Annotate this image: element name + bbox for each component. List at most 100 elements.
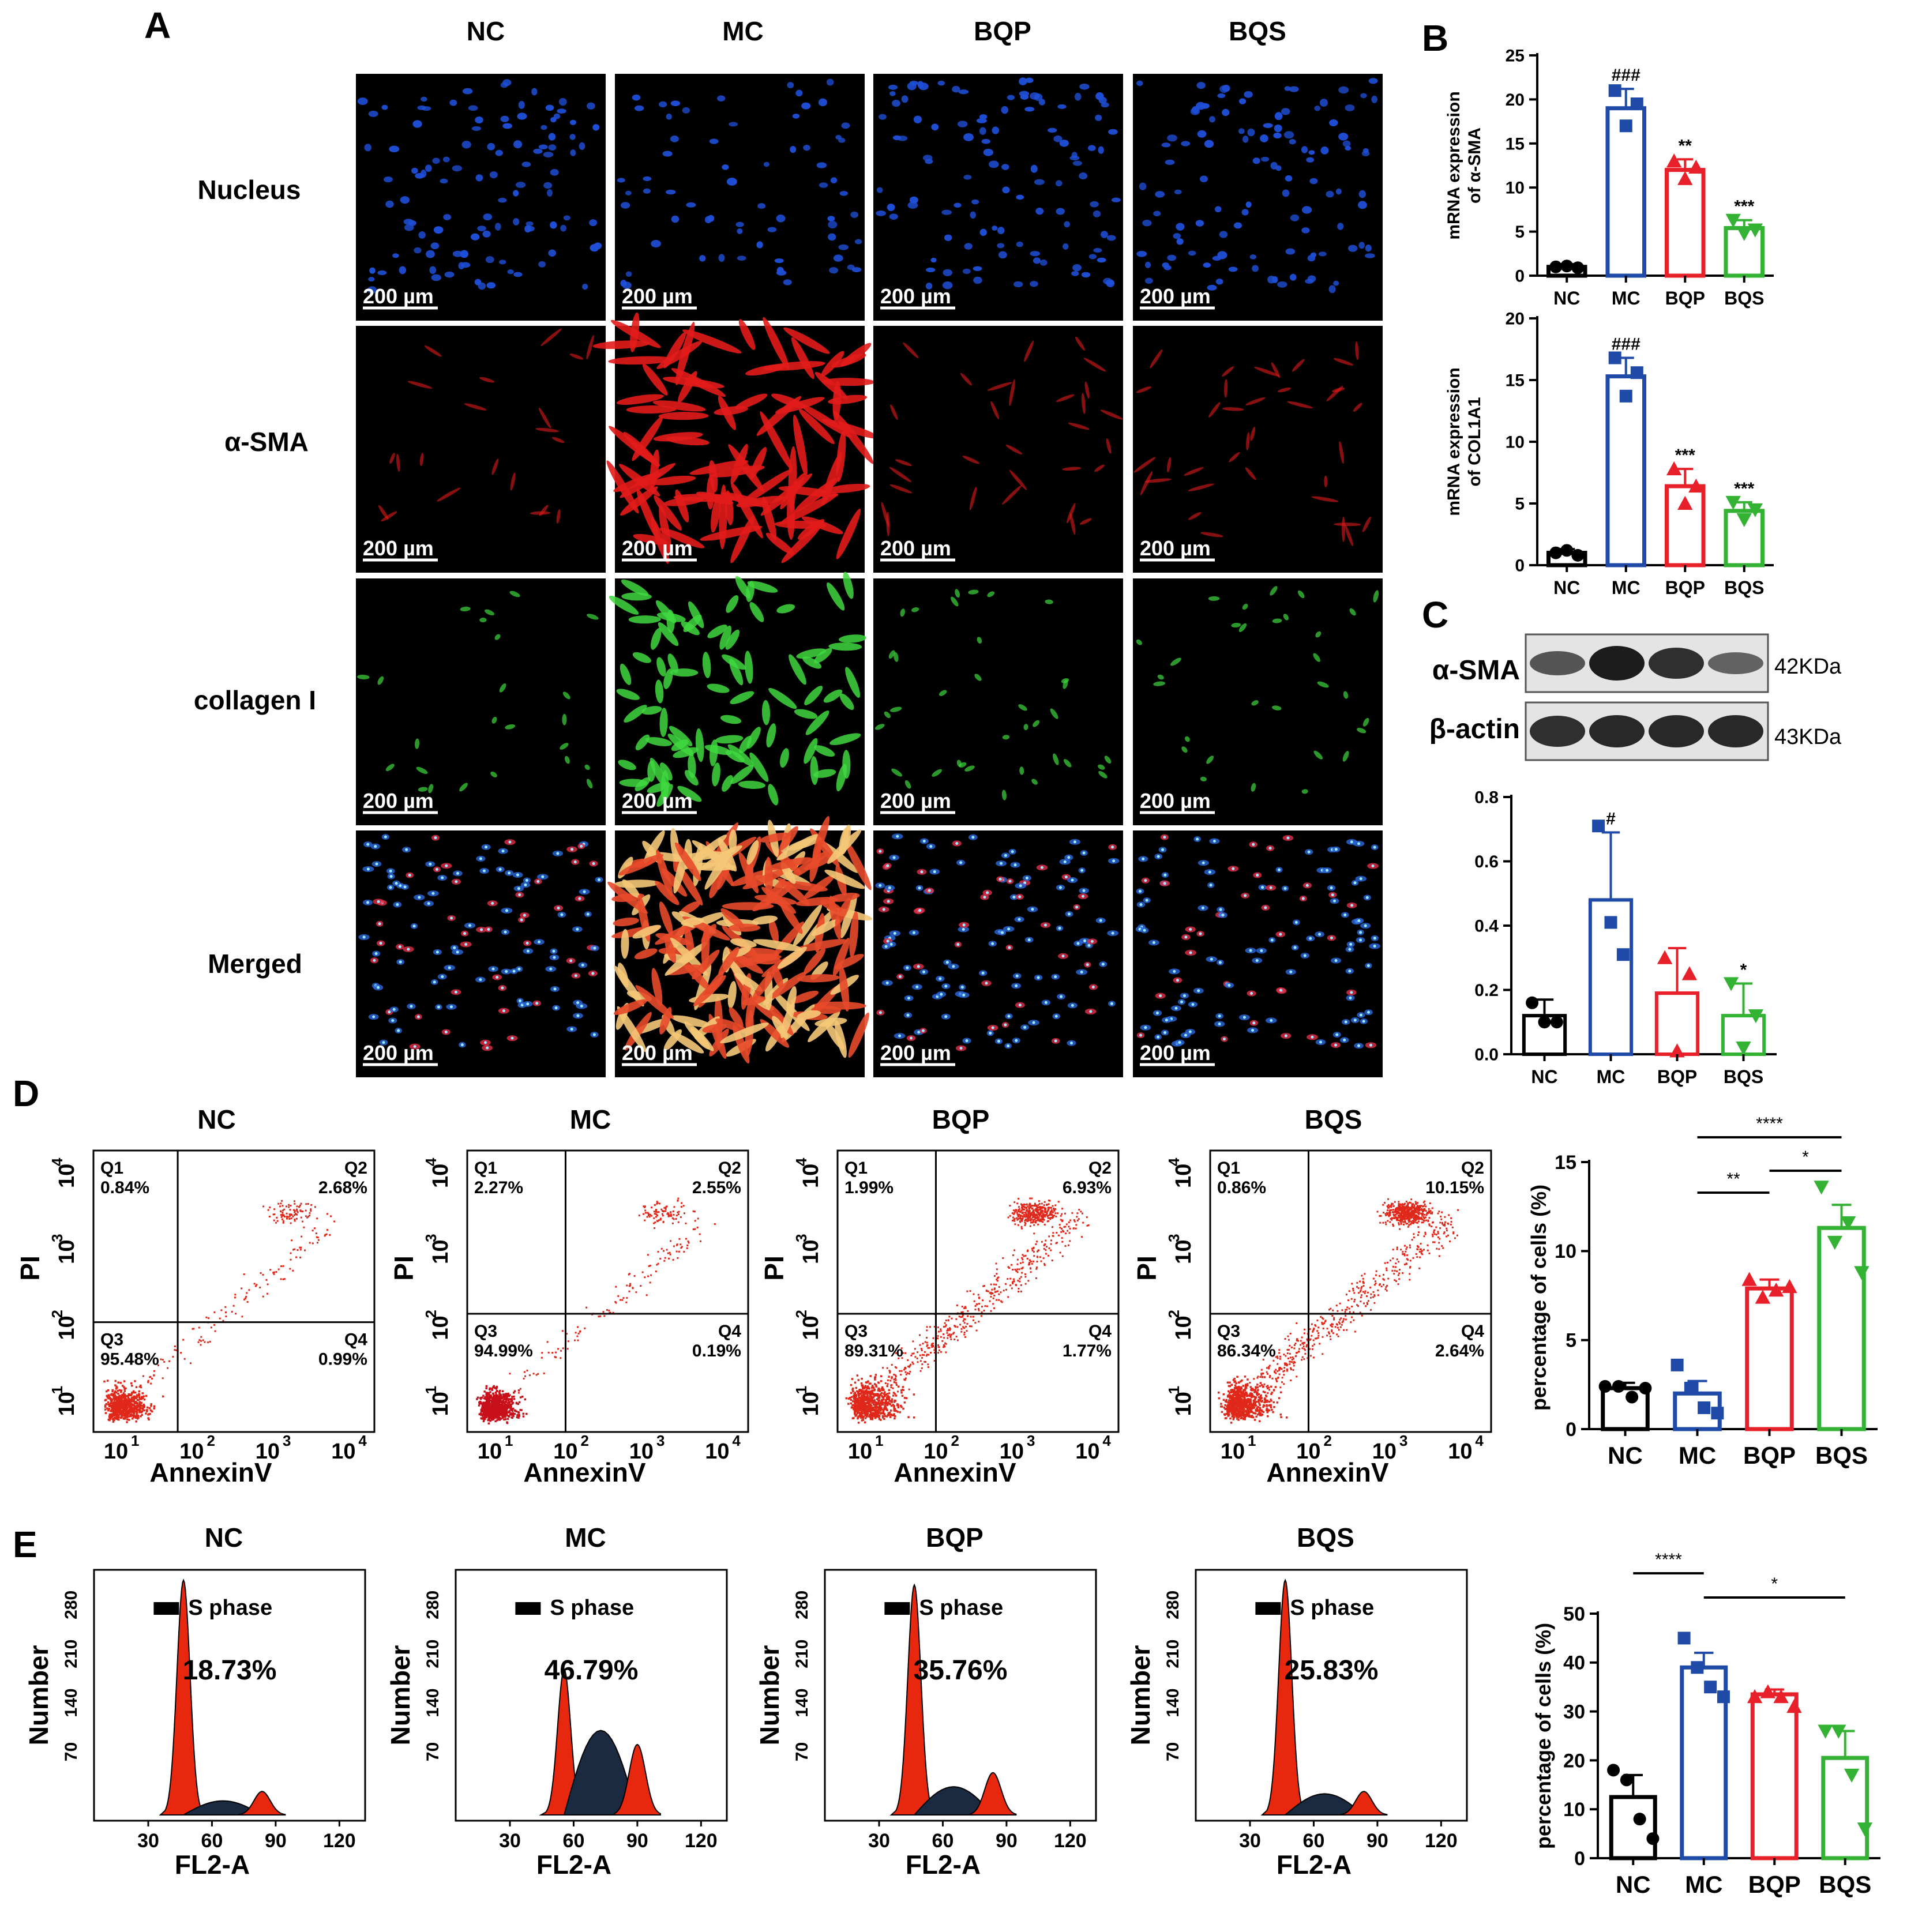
merged-cell	[779, 900, 803, 934]
merged-nucleus-core	[1255, 959, 1259, 962]
event	[507, 1398, 510, 1400]
event	[649, 1281, 651, 1284]
nucleus-blob	[471, 126, 481, 131]
merged-nucleus-core	[444, 1030, 448, 1033]
sma-fiber	[1079, 518, 1092, 525]
nucleus-blob	[1272, 276, 1278, 283]
event	[1000, 1291, 1002, 1294]
nucleus-blob	[1048, 127, 1057, 133]
nucleus-blob	[1365, 253, 1375, 258]
merged-nucleus-core	[1145, 899, 1148, 902]
event	[132, 1400, 135, 1403]
collagen-cell	[768, 688, 797, 709]
event	[656, 1211, 658, 1213]
event	[112, 1393, 115, 1396]
collagen-cell	[688, 601, 704, 629]
event	[485, 1404, 487, 1407]
sma-fiber	[700, 525, 763, 541]
data-point	[1630, 97, 1643, 111]
merged-nucleus-core	[1071, 878, 1074, 882]
event	[133, 1396, 136, 1399]
event	[986, 1305, 988, 1307]
col-title-bqp: BQP	[974, 16, 1031, 46]
event	[294, 1214, 296, 1216]
event	[887, 1395, 889, 1397]
nucleus-blob	[513, 218, 520, 225]
event	[871, 1397, 873, 1400]
merged-nucleus-core	[576, 1014, 580, 1017]
collagen-cell	[1242, 603, 1248, 610]
nucleus-blob	[1283, 131, 1294, 139]
event	[140, 1403, 142, 1405]
event	[283, 1278, 286, 1280]
merged-nucleus-core	[918, 886, 921, 890]
event	[964, 1307, 967, 1309]
nucleus-blob	[818, 98, 827, 107]
sma-fiber	[1229, 452, 1240, 463]
collagen-cell	[490, 771, 497, 777]
event	[885, 1396, 888, 1399]
event	[497, 1397, 500, 1400]
merged-nucleus-core	[1064, 875, 1068, 879]
event	[496, 1412, 499, 1415]
merged-cell	[672, 1032, 704, 1054]
sma-fiber	[1166, 457, 1172, 473]
nucleus-blob	[389, 145, 400, 153]
nucleus-blob	[1101, 102, 1109, 108]
nucleus-blob	[1285, 248, 1296, 255]
event	[205, 1316, 208, 1318]
nucleus-blob	[440, 178, 448, 184]
nucleus-blob	[651, 239, 661, 248]
event	[854, 1412, 856, 1415]
event	[677, 1213, 680, 1216]
collagen-cell	[1136, 639, 1142, 645]
event	[480, 1410, 483, 1413]
event	[132, 1396, 134, 1399]
event	[118, 1397, 121, 1400]
merged-nucleus-core	[1279, 933, 1282, 936]
nucleus-blob	[1320, 146, 1329, 155]
event	[858, 1396, 860, 1399]
event	[919, 1360, 922, 1362]
merged-nucleus-core	[1307, 850, 1311, 854]
event	[853, 1408, 855, 1410]
event	[280, 1210, 282, 1212]
row-label-nucleus: Nucleus	[198, 175, 301, 205]
nucleus-blob	[1095, 92, 1104, 100]
nucleus-blob	[776, 266, 784, 274]
event	[857, 1398, 859, 1400]
event	[893, 1381, 896, 1384]
event	[883, 1401, 885, 1404]
blot-band	[1589, 715, 1645, 747]
merged-cell	[840, 893, 857, 938]
collagen-cell	[658, 622, 679, 646]
sma-fiber	[1353, 403, 1362, 412]
event	[888, 1375, 890, 1378]
event	[660, 1208, 663, 1211]
event	[121, 1400, 123, 1402]
nucleus-blob	[1310, 252, 1317, 258]
merged-nucleus-core	[1188, 1030, 1192, 1033]
event	[153, 1370, 155, 1372]
data-point	[1669, 1043, 1685, 1058]
event	[497, 1407, 500, 1409]
sma-fiber	[1068, 422, 1090, 430]
event	[888, 1396, 891, 1399]
event	[871, 1416, 874, 1419]
event	[1065, 1232, 1067, 1235]
event	[663, 1206, 666, 1209]
merged-nucleus-core	[893, 931, 896, 935]
sma-fiber	[1362, 516, 1371, 532]
event	[874, 1417, 877, 1419]
merged-nucleus-core	[885, 981, 889, 984]
event	[1024, 1273, 1026, 1275]
nucleus-blob	[976, 118, 987, 123]
event	[286, 1215, 288, 1217]
event	[857, 1379, 860, 1381]
event	[951, 1317, 953, 1320]
event	[669, 1251, 671, 1254]
data-point	[1550, 1016, 1563, 1029]
nucleus-blob	[1176, 223, 1185, 231]
nucleus-blob	[931, 123, 939, 131]
merged-cell	[804, 853, 837, 870]
